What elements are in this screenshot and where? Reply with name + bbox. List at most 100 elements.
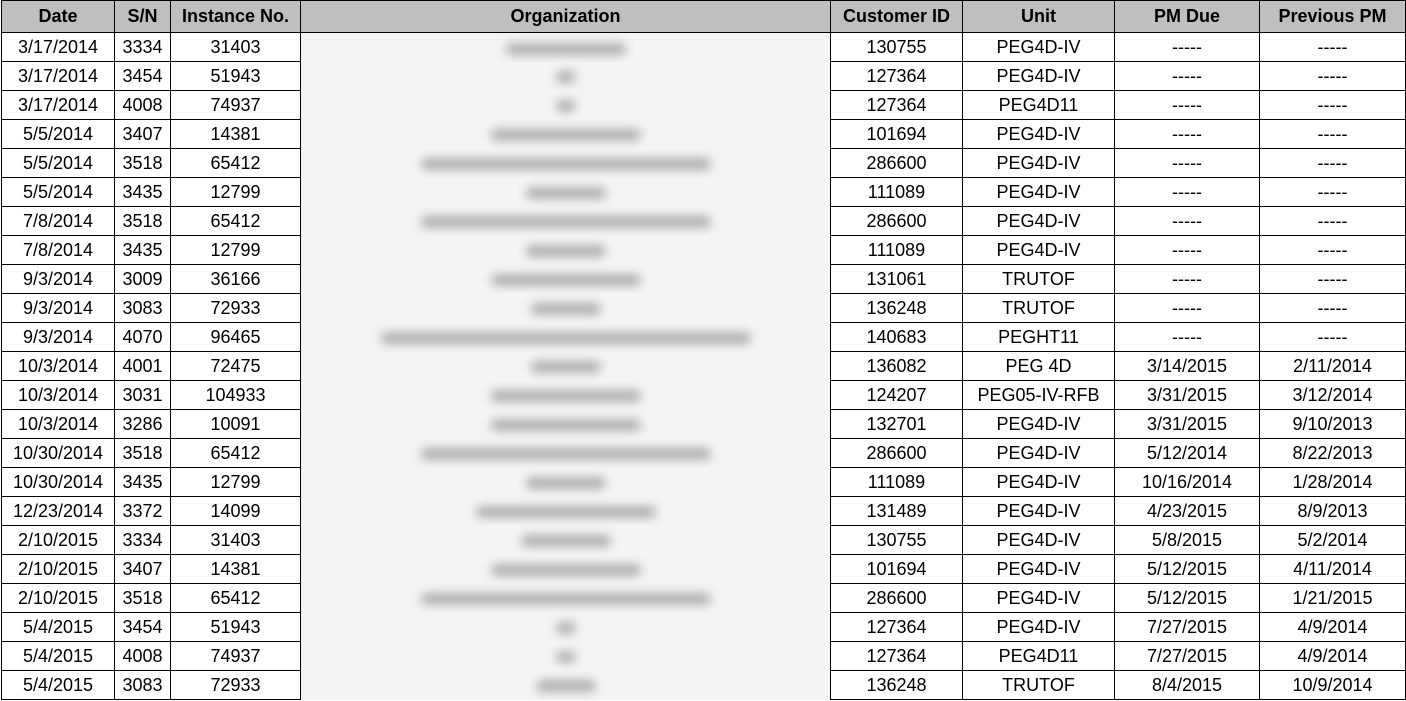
- cell-sn[interactable]: 3435: [115, 236, 171, 265]
- cell-previous-pm[interactable]: 3/12/2014: [1260, 381, 1406, 410]
- cell-organization-redacted[interactable]: [301, 671, 831, 700]
- cell-pm-due[interactable]: 7/27/2015: [1115, 642, 1260, 671]
- cell-instance[interactable]: 65412: [171, 439, 301, 468]
- cell-pm-due[interactable]: 7/27/2015: [1115, 613, 1260, 642]
- cell-sn[interactable]: 3407: [115, 555, 171, 584]
- cell-instance[interactable]: 31403: [171, 526, 301, 555]
- cell-organization-redacted[interactable]: [301, 584, 831, 613]
- cell-date[interactable]: 5/5/2014: [2, 149, 115, 178]
- cell-organization-redacted[interactable]: [301, 526, 831, 555]
- cell-unit[interactable]: PEG4D-IV: [963, 149, 1115, 178]
- cell-previous-pm[interactable]: 2/11/2014: [1260, 352, 1406, 381]
- cell-unit[interactable]: PEG4D-IV: [963, 526, 1115, 555]
- cell-pm-due[interactable]: 5/8/2015: [1115, 526, 1260, 555]
- cell-date[interactable]: 9/3/2014: [2, 294, 115, 323]
- cell-pm-due[interactable]: -----: [1115, 33, 1260, 62]
- cell-unit[interactable]: PEG4D-IV: [963, 120, 1115, 149]
- cell-date[interactable]: 9/3/2014: [2, 265, 115, 294]
- cell-organization-redacted[interactable]: [301, 323, 831, 352]
- cell-organization-redacted[interactable]: [301, 294, 831, 323]
- cell-unit[interactable]: PEG4D-IV: [963, 439, 1115, 468]
- cell-unit[interactable]: PEG4D11: [963, 642, 1115, 671]
- cell-date[interactable]: 5/5/2014: [2, 178, 115, 207]
- cell-customer-id[interactable]: 101694: [831, 555, 963, 584]
- cell-customer-id[interactable]: 124207: [831, 381, 963, 410]
- cell-pm-due[interactable]: -----: [1115, 294, 1260, 323]
- cell-unit[interactable]: PEG4D-IV: [963, 497, 1115, 526]
- cell-previous-pm[interactable]: -----: [1260, 323, 1406, 352]
- cell-organization-redacted[interactable]: [301, 149, 831, 178]
- cell-customer-id[interactable]: 130755: [831, 526, 963, 555]
- cell-unit[interactable]: PEGHT11: [963, 323, 1115, 352]
- cell-date[interactable]: 3/17/2014: [2, 62, 115, 91]
- cell-customer-id[interactable]: 286600: [831, 584, 963, 613]
- cell-sn[interactable]: 3083: [115, 671, 171, 700]
- cell-customer-id[interactable]: 286600: [831, 439, 963, 468]
- cell-sn[interactable]: 3031: [115, 381, 171, 410]
- cell-instance[interactable]: 36166: [171, 265, 301, 294]
- cell-unit[interactable]: PEG4D-IV: [963, 468, 1115, 497]
- cell-pm-due[interactable]: -----: [1115, 62, 1260, 91]
- cell-pm-due[interactable]: -----: [1115, 120, 1260, 149]
- cell-pm-due[interactable]: 3/31/2015: [1115, 381, 1260, 410]
- cell-sn[interactable]: 3435: [115, 468, 171, 497]
- column-header-sn[interactable]: S/N: [115, 1, 171, 33]
- cell-pm-due[interactable]: 3/14/2015: [1115, 352, 1260, 381]
- cell-unit[interactable]: PEG4D-IV: [963, 178, 1115, 207]
- cell-unit[interactable]: PEG4D-IV: [963, 236, 1115, 265]
- cell-instance[interactable]: 12799: [171, 178, 301, 207]
- cell-customer-id[interactable]: 136248: [831, 294, 963, 323]
- cell-unit[interactable]: PEG4D-IV: [963, 62, 1115, 91]
- cell-date[interactable]: 10/30/2014: [2, 468, 115, 497]
- cell-previous-pm[interactable]: 8/22/2013: [1260, 439, 1406, 468]
- cell-sn[interactable]: 3454: [115, 62, 171, 91]
- cell-instance[interactable]: 12799: [171, 468, 301, 497]
- cell-organization-redacted[interactable]: [301, 62, 831, 91]
- cell-previous-pm[interactable]: 1/21/2015: [1260, 584, 1406, 613]
- cell-previous-pm[interactable]: -----: [1260, 207, 1406, 236]
- column-header-unit[interactable]: Unit: [963, 1, 1115, 33]
- cell-pm-due[interactable]: 5/12/2015: [1115, 555, 1260, 584]
- cell-sn[interactable]: 3286: [115, 410, 171, 439]
- cell-instance[interactable]: 14381: [171, 120, 301, 149]
- cell-sn[interactable]: 3518: [115, 439, 171, 468]
- cell-customer-id[interactable]: 132701: [831, 410, 963, 439]
- cell-date[interactable]: 5/5/2014: [2, 120, 115, 149]
- cell-organization-redacted[interactable]: [301, 468, 831, 497]
- cell-unit[interactable]: PEG4D-IV: [963, 613, 1115, 642]
- cell-previous-pm[interactable]: 4/9/2014: [1260, 613, 1406, 642]
- cell-sn[interactable]: 4008: [115, 91, 171, 120]
- cell-customer-id[interactable]: 286600: [831, 149, 963, 178]
- cell-instance[interactable]: 10091: [171, 410, 301, 439]
- cell-sn[interactable]: 4008: [115, 642, 171, 671]
- column-header-pm-due[interactable]: PM Due: [1115, 1, 1260, 33]
- cell-instance[interactable]: 74937: [171, 642, 301, 671]
- cell-pm-due[interactable]: -----: [1115, 91, 1260, 120]
- cell-date[interactable]: 3/17/2014: [2, 91, 115, 120]
- cell-customer-id[interactable]: 131061: [831, 265, 963, 294]
- cell-instance[interactable]: 72933: [171, 671, 301, 700]
- cell-date[interactable]: 7/8/2014: [2, 236, 115, 265]
- cell-sn[interactable]: 4070: [115, 323, 171, 352]
- cell-pm-due[interactable]: 4/23/2015: [1115, 497, 1260, 526]
- column-header-instance-no[interactable]: Instance No.: [171, 1, 301, 33]
- cell-customer-id[interactable]: 136082: [831, 352, 963, 381]
- cell-sn[interactable]: 3454: [115, 613, 171, 642]
- cell-sn[interactable]: 3009: [115, 265, 171, 294]
- cell-previous-pm[interactable]: 4/11/2014: [1260, 555, 1406, 584]
- cell-date[interactable]: 7/8/2014: [2, 207, 115, 236]
- cell-organization-redacted[interactable]: [301, 497, 831, 526]
- cell-previous-pm[interactable]: -----: [1260, 33, 1406, 62]
- cell-date[interactable]: 10/3/2014: [2, 410, 115, 439]
- column-header-customer-id[interactable]: Customer ID: [831, 1, 963, 33]
- cell-sn[interactable]: 3435: [115, 178, 171, 207]
- cell-unit[interactable]: PEG4D-IV: [963, 555, 1115, 584]
- cell-organization-redacted[interactable]: [301, 352, 831, 381]
- cell-instance[interactable]: 96465: [171, 323, 301, 352]
- cell-unit[interactable]: PEG4D11: [963, 91, 1115, 120]
- cell-customer-id[interactable]: 286600: [831, 207, 963, 236]
- cell-organization-redacted[interactable]: [301, 642, 831, 671]
- cell-sn[interactable]: 3083: [115, 294, 171, 323]
- cell-sn[interactable]: 3407: [115, 120, 171, 149]
- cell-customer-id[interactable]: 111089: [831, 178, 963, 207]
